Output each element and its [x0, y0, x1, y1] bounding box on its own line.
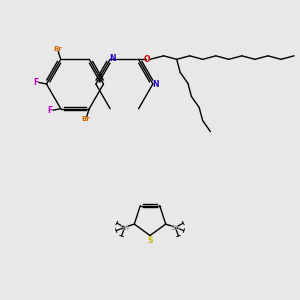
Text: F: F	[33, 78, 38, 87]
Text: Sn: Sn	[120, 224, 130, 230]
Text: O: O	[144, 55, 150, 64]
Text: S: S	[147, 236, 153, 245]
Text: Br: Br	[82, 116, 91, 122]
Text: F: F	[47, 106, 52, 115]
Text: Br: Br	[53, 46, 62, 52]
Text: Sn: Sn	[170, 224, 180, 230]
Text: N: N	[109, 54, 116, 63]
Text: N: N	[152, 80, 158, 89]
